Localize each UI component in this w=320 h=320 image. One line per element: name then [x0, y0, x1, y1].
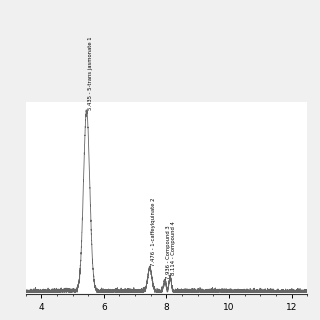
Text: 5.435 - 5-trans jasmonate 1: 5.435 - 5-trans jasmonate 1: [88, 36, 93, 110]
Text: 8.114 - Compound 4: 8.114 - Compound 4: [172, 221, 176, 276]
Text: 7.476 - 1-caffeylquinate 2: 7.476 - 1-caffeylquinate 2: [151, 198, 156, 267]
Text: 7.936 - Compound 3: 7.936 - Compound 3: [166, 226, 171, 279]
